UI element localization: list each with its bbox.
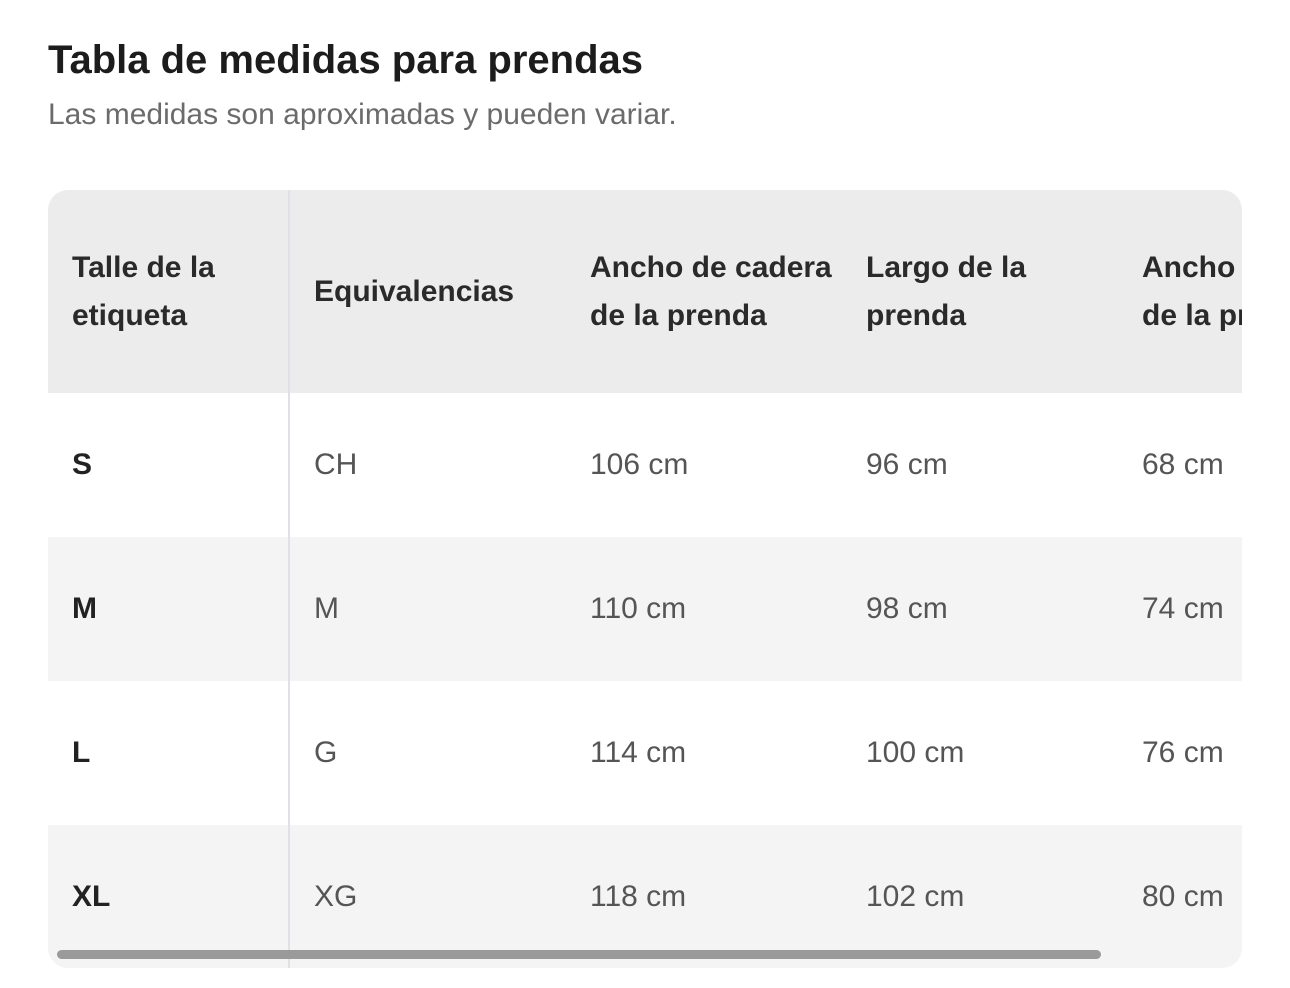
table-cell: 102 cm bbox=[842, 825, 1118, 968]
table-cell: G bbox=[314, 736, 338, 769]
table-cell: 114 cm bbox=[590, 736, 687, 769]
subtitle: Las medidas son aproximadas y pueden var… bbox=[48, 98, 677, 131]
table-cell: 106 cm bbox=[590, 448, 689, 481]
table-row: XL XG 118 cm 102 cm 80 cm bbox=[48, 825, 1242, 968]
table-cell: 80 cm bbox=[1118, 825, 1242, 968]
table-cell: 68 cm bbox=[1142, 448, 1224, 481]
column-header: Equivalencias bbox=[289, 190, 566, 393]
column-header: Ancho de cadera de la prenda bbox=[566, 190, 842, 393]
column-header: Talle de la etiqueta bbox=[48, 190, 290, 393]
scrollbar[interactable] bbox=[57, 950, 1101, 959]
table-cell: 98 cm bbox=[842, 537, 1118, 681]
table-row: S CH 106 cm 96 cm 68 cm bbox=[48, 393, 1242, 537]
table-cell: CH bbox=[314, 448, 358, 481]
table-cell: XL bbox=[48, 825, 290, 968]
table-cell: M bbox=[48, 537, 290, 681]
table-cell: M bbox=[289, 537, 566, 681]
size-table: Talle de la etiqueta Equivalencias Ancho d… bbox=[48, 190, 1242, 968]
table-cell: S bbox=[48, 393, 290, 537]
table-cell: 118 cm bbox=[566, 825, 842, 968]
table-cell: XG bbox=[289, 825, 566, 968]
table-row: L G 114 cm 100 cm 76 cm bbox=[48, 681, 1242, 825]
size-table-container[interactable]: Talle de la etiqueta Equivalencias Ancho d… bbox=[48, 190, 1242, 968]
table-cell: 76 cm bbox=[1142, 736, 1224, 769]
table-cell: L bbox=[48, 681, 290, 825]
header-row: Talle de la etiqueta Equivalencias Ancho d… bbox=[48, 190, 1242, 393]
table-cell: 96 cm bbox=[866, 448, 948, 481]
table-cell: 110 cm bbox=[566, 537, 842, 681]
column-header: Ancho de cintura de la prenda bbox=[1118, 190, 1242, 393]
title: Tabla de medidas para prendas bbox=[48, 38, 644, 82]
table-cell: 74 cm bbox=[1118, 537, 1242, 681]
table-cell: 100 cm bbox=[866, 736, 965, 769]
column-header: Largo de la prenda bbox=[842, 190, 1118, 393]
table-row: M M 110 cm 98 cm 74 cm bbox=[48, 537, 1242, 681]
